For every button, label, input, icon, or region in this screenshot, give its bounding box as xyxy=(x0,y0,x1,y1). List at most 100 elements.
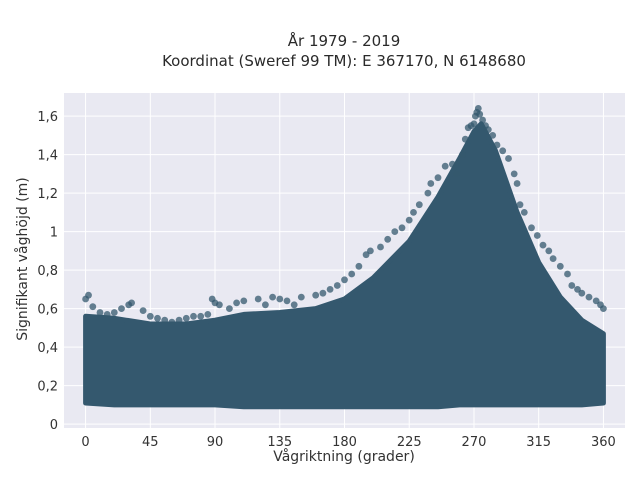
data-point xyxy=(459,151,466,159)
data-point xyxy=(139,307,147,314)
data-point xyxy=(449,160,456,168)
x-tick-label: 45 xyxy=(142,435,159,450)
data-point xyxy=(424,189,432,197)
y-axis-label: Signifikant våghöjd (m) xyxy=(14,177,31,340)
chart-title: År 1979 - 2019 xyxy=(288,31,401,50)
data-point xyxy=(510,170,518,178)
data-point xyxy=(415,201,423,209)
data-point xyxy=(391,228,399,236)
data-point xyxy=(499,147,507,155)
data-point xyxy=(505,155,512,162)
data-point xyxy=(103,311,111,318)
y-tick-label: 1,6 xyxy=(37,110,58,125)
data-point xyxy=(190,312,197,320)
y-tick-label: 1 xyxy=(50,226,58,241)
x-tick-label: 360 xyxy=(591,435,616,450)
x-tick-label: 0 xyxy=(81,435,89,450)
data-point xyxy=(168,318,176,326)
data-point xyxy=(600,305,607,312)
data-point xyxy=(146,312,154,320)
x-tick-label: 90 xyxy=(207,435,224,450)
data-point xyxy=(585,293,593,301)
x-tick-label: 135 xyxy=(267,435,292,450)
data-point xyxy=(398,224,406,232)
data-point xyxy=(326,286,334,293)
data-point xyxy=(520,209,528,216)
data-point xyxy=(528,224,535,232)
data-point xyxy=(476,110,484,118)
data-point xyxy=(290,301,298,309)
x-tick-label: 315 xyxy=(526,435,551,450)
data-point xyxy=(377,243,384,251)
data-point xyxy=(297,293,305,301)
y-tick-label: 0 xyxy=(50,418,58,433)
data-point xyxy=(405,216,413,224)
x-axis-ticks: 0 45 90 135 180 225 270 315 360 xyxy=(81,435,615,450)
data-point xyxy=(556,262,564,270)
data-point xyxy=(182,314,190,322)
data-point xyxy=(161,316,169,324)
data-point xyxy=(484,126,492,133)
data-point xyxy=(384,235,392,243)
data-point xyxy=(489,132,497,139)
data-point xyxy=(545,247,553,255)
data-point xyxy=(269,293,276,301)
data-point xyxy=(276,295,284,303)
data-points xyxy=(82,105,607,326)
dense-point-region xyxy=(83,121,606,410)
data-point xyxy=(427,180,435,187)
y-tick-label: 0,8 xyxy=(37,264,58,279)
data-point xyxy=(341,276,348,284)
y-tick-label: 1,2 xyxy=(37,187,58,202)
chart-subtitle: Koordinat (Sweref 99 TM): E 367170, N 61… xyxy=(162,52,526,70)
data-point xyxy=(154,314,161,322)
data-point xyxy=(453,170,461,178)
data-point-cloud xyxy=(83,121,606,410)
data-point xyxy=(118,305,125,312)
x-axis-label: Vågriktning (grader) xyxy=(273,448,415,465)
data-point xyxy=(348,270,356,278)
data-point xyxy=(410,209,417,216)
data-point xyxy=(479,116,486,124)
data-point xyxy=(262,301,269,309)
data-point xyxy=(312,291,320,299)
data-point xyxy=(85,291,92,299)
data-point xyxy=(513,180,521,187)
data-point xyxy=(175,316,183,324)
data-point xyxy=(367,247,374,255)
y-tick-label: 1,4 xyxy=(37,149,58,164)
y-axis-ticks: 0 0,2 0,4 0,6 0,8 1 1,2 1,4 1,6 xyxy=(37,110,58,433)
data-point xyxy=(516,201,524,209)
data-point xyxy=(549,255,557,262)
y-tick-label: 0,6 xyxy=(37,303,58,318)
x-tick-label: 180 xyxy=(332,435,357,450)
data-point xyxy=(197,312,205,320)
data-point xyxy=(470,120,478,128)
data-point xyxy=(240,297,248,305)
data-point xyxy=(441,162,449,170)
data-point xyxy=(96,309,104,316)
data-point xyxy=(110,309,118,316)
data-point xyxy=(434,174,442,182)
y-tick-label: 0,4 xyxy=(37,341,58,356)
data-point xyxy=(254,295,262,303)
data-point xyxy=(204,311,212,318)
data-point xyxy=(539,241,547,249)
data-point xyxy=(89,303,97,311)
data-point xyxy=(283,297,291,305)
data-point xyxy=(564,270,571,278)
data-point xyxy=(128,299,136,307)
data-point xyxy=(474,105,482,112)
data-point xyxy=(533,232,541,239)
data-point xyxy=(233,299,241,307)
data-point xyxy=(319,289,327,297)
data-point xyxy=(216,301,223,309)
data-point xyxy=(592,297,600,305)
x-tick-label: 270 xyxy=(462,435,487,450)
data-point xyxy=(226,305,233,312)
data-point xyxy=(568,282,576,289)
y-tick-label: 0,2 xyxy=(37,380,58,395)
data-point xyxy=(333,282,341,289)
data-point xyxy=(461,135,469,143)
x-tick-label: 225 xyxy=(397,435,422,450)
